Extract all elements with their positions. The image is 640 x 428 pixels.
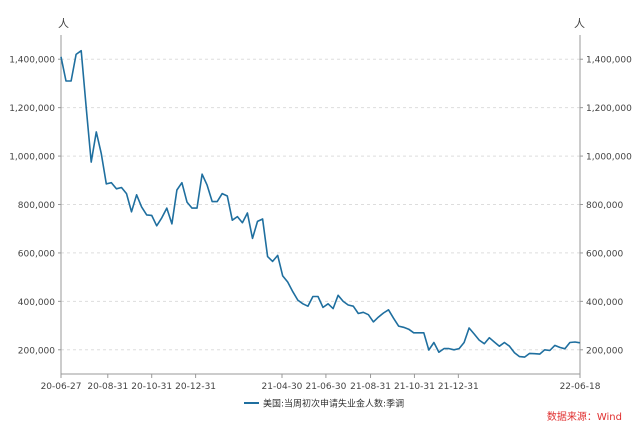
source-note: 数据来源：Wind: [547, 410, 622, 423]
y-tick-label-left: 600,000: [18, 249, 55, 259]
y-tick-label-left: 1,400,000: [9, 56, 55, 66]
x-tick-label: 22-06-18: [560, 382, 601, 392]
x-tick-label: 21-10-31: [394, 382, 435, 392]
x-tick-label: 20-12-31: [175, 382, 216, 392]
y-tick-label-left: 1,000,000: [9, 153, 55, 163]
y-tick-label-right: 200,000: [586, 346, 623, 356]
y-tick-label-left: 800,000: [18, 201, 55, 211]
legend-label: 美国:当周初次申请失业金人数:季调: [263, 398, 404, 410]
x-axis-ticks: 20-06-27 20-08-31 20-10-31 20-12-31 21-04-30…: [41, 374, 601, 392]
y-tick-label-right: 400,000: [586, 298, 623, 308]
series-lines: [60, 49, 581, 358]
legend: 美国:当周初次申请失业金人数:季调: [244, 398, 404, 410]
y-tick-label-left: 200,000: [18, 346, 55, 356]
y-tick-label-right: 1,400,000: [586, 56, 632, 66]
x-tick-label: 21-08-31: [350, 382, 391, 392]
y-tick-label-right: 1,200,000: [586, 104, 632, 114]
x-tick-label: 21-04-30: [262, 382, 303, 392]
left-axis-unit: 人: [58, 17, 69, 30]
y-tick-label-left: 400,000: [18, 298, 55, 308]
x-tick-label: 20-06-27: [41, 382, 82, 392]
right-axis-unit: 人: [574, 17, 585, 30]
y-tick-label-right: 600,000: [586, 249, 623, 259]
y-axis-left-ticks: 200,000 400,000 600,000 800,000 1,000,000 1,2…: [9, 56, 61, 356]
y-tick-label-left: 1,200,000: [9, 104, 55, 114]
series-line: [60, 49, 581, 358]
y-tick-label-right: 800,000: [586, 201, 623, 211]
x-tick-label: 20-08-31: [87, 382, 128, 392]
y-axis-right-ticks: 200,000 400,000 600,000 800,000 1,000,000 1,2…: [580, 56, 632, 356]
gridlines: [61, 58, 580, 351]
x-tick-label: 21-06-30: [305, 382, 346, 392]
x-tick-label: 21-12-31: [438, 382, 479, 392]
y-tick-label-right: 1,000,000: [586, 153, 632, 163]
x-tick-label: 20-10-31: [131, 382, 172, 392]
